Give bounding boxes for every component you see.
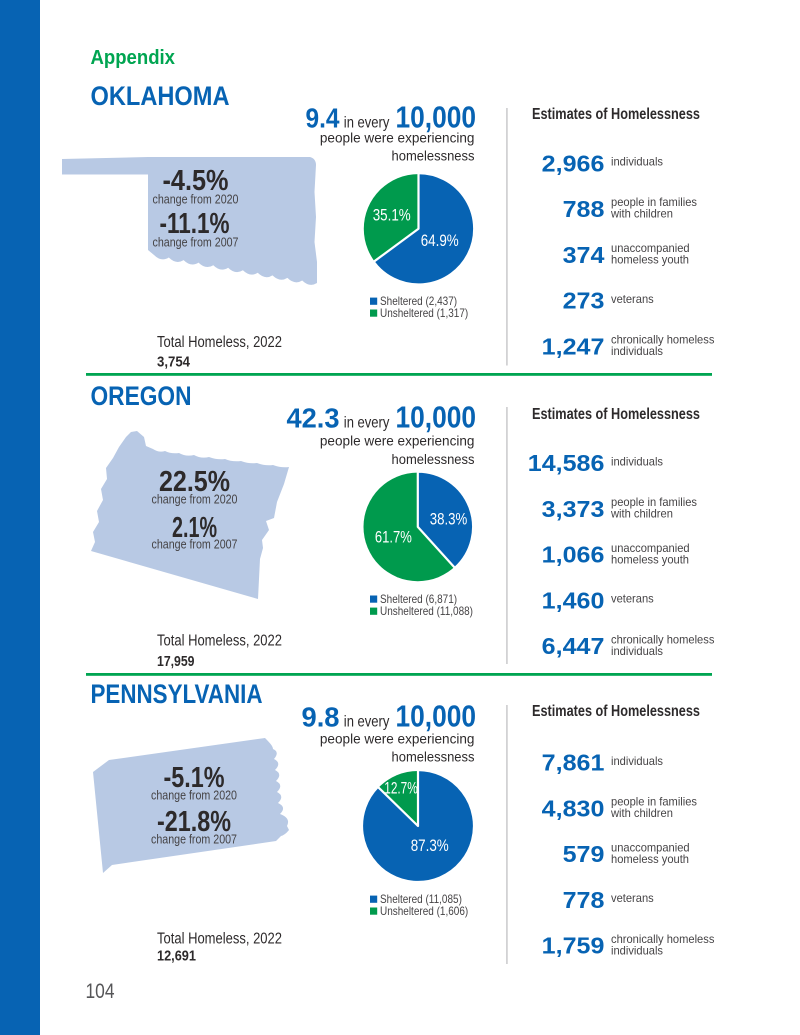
- svg-text:unaccompanied: unaccompanied: [611, 542, 690, 555]
- svg-text:14,586: 14,586: [528, 450, 605, 476]
- svg-text:61.7%: 61.7%: [375, 528, 412, 547]
- svg-text:Total Homeless, 2022: Total Homeless, 2022: [157, 334, 282, 351]
- svg-text:17,959: 17,959: [157, 653, 195, 670]
- svg-text:87.3%: 87.3%: [411, 836, 449, 855]
- svg-text:3,373: 3,373: [542, 496, 605, 522]
- svg-text:PENNSYLVANIA: PENNSYLVANIA: [91, 679, 263, 709]
- svg-text:individuals: individuals: [611, 156, 663, 169]
- svg-text:homelessness: homelessness: [392, 452, 475, 467]
- svg-text:change from 2020: change from 2020: [153, 192, 239, 207]
- svg-text:people were experiencing: people were experiencing: [320, 130, 475, 145]
- svg-text:individuals: individuals: [611, 645, 663, 658]
- svg-text:Sheltered (6,871): Sheltered (6,871): [380, 593, 457, 606]
- svg-text:42.3: 42.3: [287, 402, 340, 433]
- svg-text:9.8: 9.8: [302, 702, 340, 733]
- svg-text:-11.1%: -11.1%: [160, 208, 230, 240]
- svg-text:Sheltered (11,085): Sheltered (11,085): [380, 893, 462, 906]
- svg-text:1,460: 1,460: [542, 587, 605, 613]
- svg-text:OKLAHOMA: OKLAHOMA: [91, 81, 230, 111]
- svg-text:homelessness: homelessness: [392, 749, 475, 764]
- svg-text:Estimates of Homelessness: Estimates of Homelessness: [532, 106, 700, 123]
- svg-text:579: 579: [563, 841, 605, 867]
- svg-text:22.5%: 22.5%: [159, 466, 230, 498]
- svg-text:chronically homeless: chronically homeless: [611, 334, 715, 347]
- svg-text:unaccompanied: unaccompanied: [611, 841, 690, 854]
- svg-text:64.9%: 64.9%: [421, 231, 459, 250]
- svg-text:1,247: 1,247: [542, 333, 605, 359]
- svg-text:2.1%: 2.1%: [172, 512, 217, 544]
- svg-text:with children: with children: [610, 208, 673, 221]
- svg-text:veterans: veterans: [611, 892, 654, 905]
- svg-text:1,066: 1,066: [542, 542, 605, 568]
- svg-text:homeless youth: homeless youth: [611, 254, 689, 267]
- svg-text:7,861: 7,861: [542, 750, 605, 776]
- svg-text:unaccompanied: unaccompanied: [611, 242, 690, 255]
- svg-text:individuals: individuals: [611, 755, 663, 768]
- svg-text:people in families: people in families: [611, 796, 697, 809]
- svg-text:people were experiencing: people were experiencing: [320, 433, 475, 448]
- svg-text:3,754: 3,754: [157, 353, 191, 370]
- svg-text:in every: in every: [344, 414, 390, 431]
- svg-text:-21.8%: -21.8%: [157, 806, 231, 838]
- svg-text:12.7%: 12.7%: [384, 778, 418, 797]
- svg-text:104: 104: [86, 980, 115, 1003]
- svg-text:-4.5%: -4.5%: [163, 165, 229, 197]
- svg-text:Estimates of Homelessness: Estimates of Homelessness: [532, 406, 700, 423]
- svg-text:Total Homeless, 2022: Total Homeless, 2022: [157, 930, 282, 947]
- svg-text:12,691: 12,691: [157, 948, 196, 965]
- svg-text:Unsheltered (1,606): Unsheltered (1,606): [380, 905, 468, 918]
- svg-text:6,447: 6,447: [542, 633, 605, 659]
- svg-text:10,000: 10,000: [396, 699, 477, 734]
- svg-text:Unsheltered (11,088): Unsheltered (11,088): [380, 605, 473, 618]
- svg-text:778: 778: [563, 887, 605, 913]
- svg-text:change from 2007: change from 2007: [152, 537, 238, 552]
- svg-text:10,000: 10,000: [396, 399, 477, 434]
- svg-text:people in families: people in families: [611, 196, 697, 209]
- svg-text:374: 374: [563, 242, 605, 268]
- svg-text:with children: with children: [610, 807, 673, 820]
- svg-text:individuals: individuals: [611, 455, 663, 468]
- svg-text:Total Homeless, 2022: Total Homeless, 2022: [157, 632, 282, 649]
- svg-text:veterans: veterans: [611, 293, 654, 306]
- svg-text:individuals: individuals: [611, 345, 663, 358]
- svg-text:people were experiencing: people were experiencing: [320, 732, 475, 747]
- svg-text:2,966: 2,966: [542, 150, 605, 176]
- svg-text:homelessness: homelessness: [392, 148, 475, 163]
- svg-text:OREGON: OREGON: [91, 381, 192, 411]
- svg-text:35.1%: 35.1%: [373, 206, 411, 225]
- svg-text:chronically homeless: chronically homeless: [611, 933, 715, 946]
- svg-text:individuals: individuals: [611, 944, 663, 957]
- svg-text:788: 788: [563, 196, 605, 222]
- svg-text:veterans: veterans: [611, 593, 654, 606]
- svg-text:10,000: 10,000: [396, 100, 477, 135]
- svg-text:Unsheltered (1,317): Unsheltered (1,317): [380, 307, 468, 320]
- svg-text:9.4: 9.4: [306, 103, 341, 134]
- svg-text:change from 2020: change from 2020: [152, 492, 238, 507]
- svg-text:Sheltered (2,437): Sheltered (2,437): [380, 295, 457, 308]
- svg-text:Estimates of Homelessness: Estimates of Homelessness: [532, 703, 700, 720]
- svg-text:homeless youth: homeless youth: [611, 853, 689, 866]
- svg-text:change from 2007: change from 2007: [153, 235, 239, 250]
- svg-text:-5.1%: -5.1%: [164, 762, 225, 794]
- svg-text:38.3%: 38.3%: [430, 510, 468, 529]
- svg-text:in every: in every: [344, 714, 390, 731]
- svg-text:change from 2020: change from 2020: [151, 788, 237, 803]
- svg-text:in every: in every: [344, 115, 390, 132]
- svg-text:with children: with children: [610, 508, 673, 521]
- svg-text:change from 2007: change from 2007: [151, 832, 237, 847]
- svg-text:1,759: 1,759: [542, 933, 605, 959]
- svg-text:homeless youth: homeless youth: [611, 553, 689, 566]
- svg-text:Appendix: Appendix: [91, 47, 176, 69]
- svg-text:273: 273: [563, 288, 605, 314]
- svg-text:chronically homeless: chronically homeless: [611, 633, 715, 646]
- svg-text:people in families: people in families: [611, 496, 697, 509]
- svg-text:4,830: 4,830: [542, 795, 605, 821]
